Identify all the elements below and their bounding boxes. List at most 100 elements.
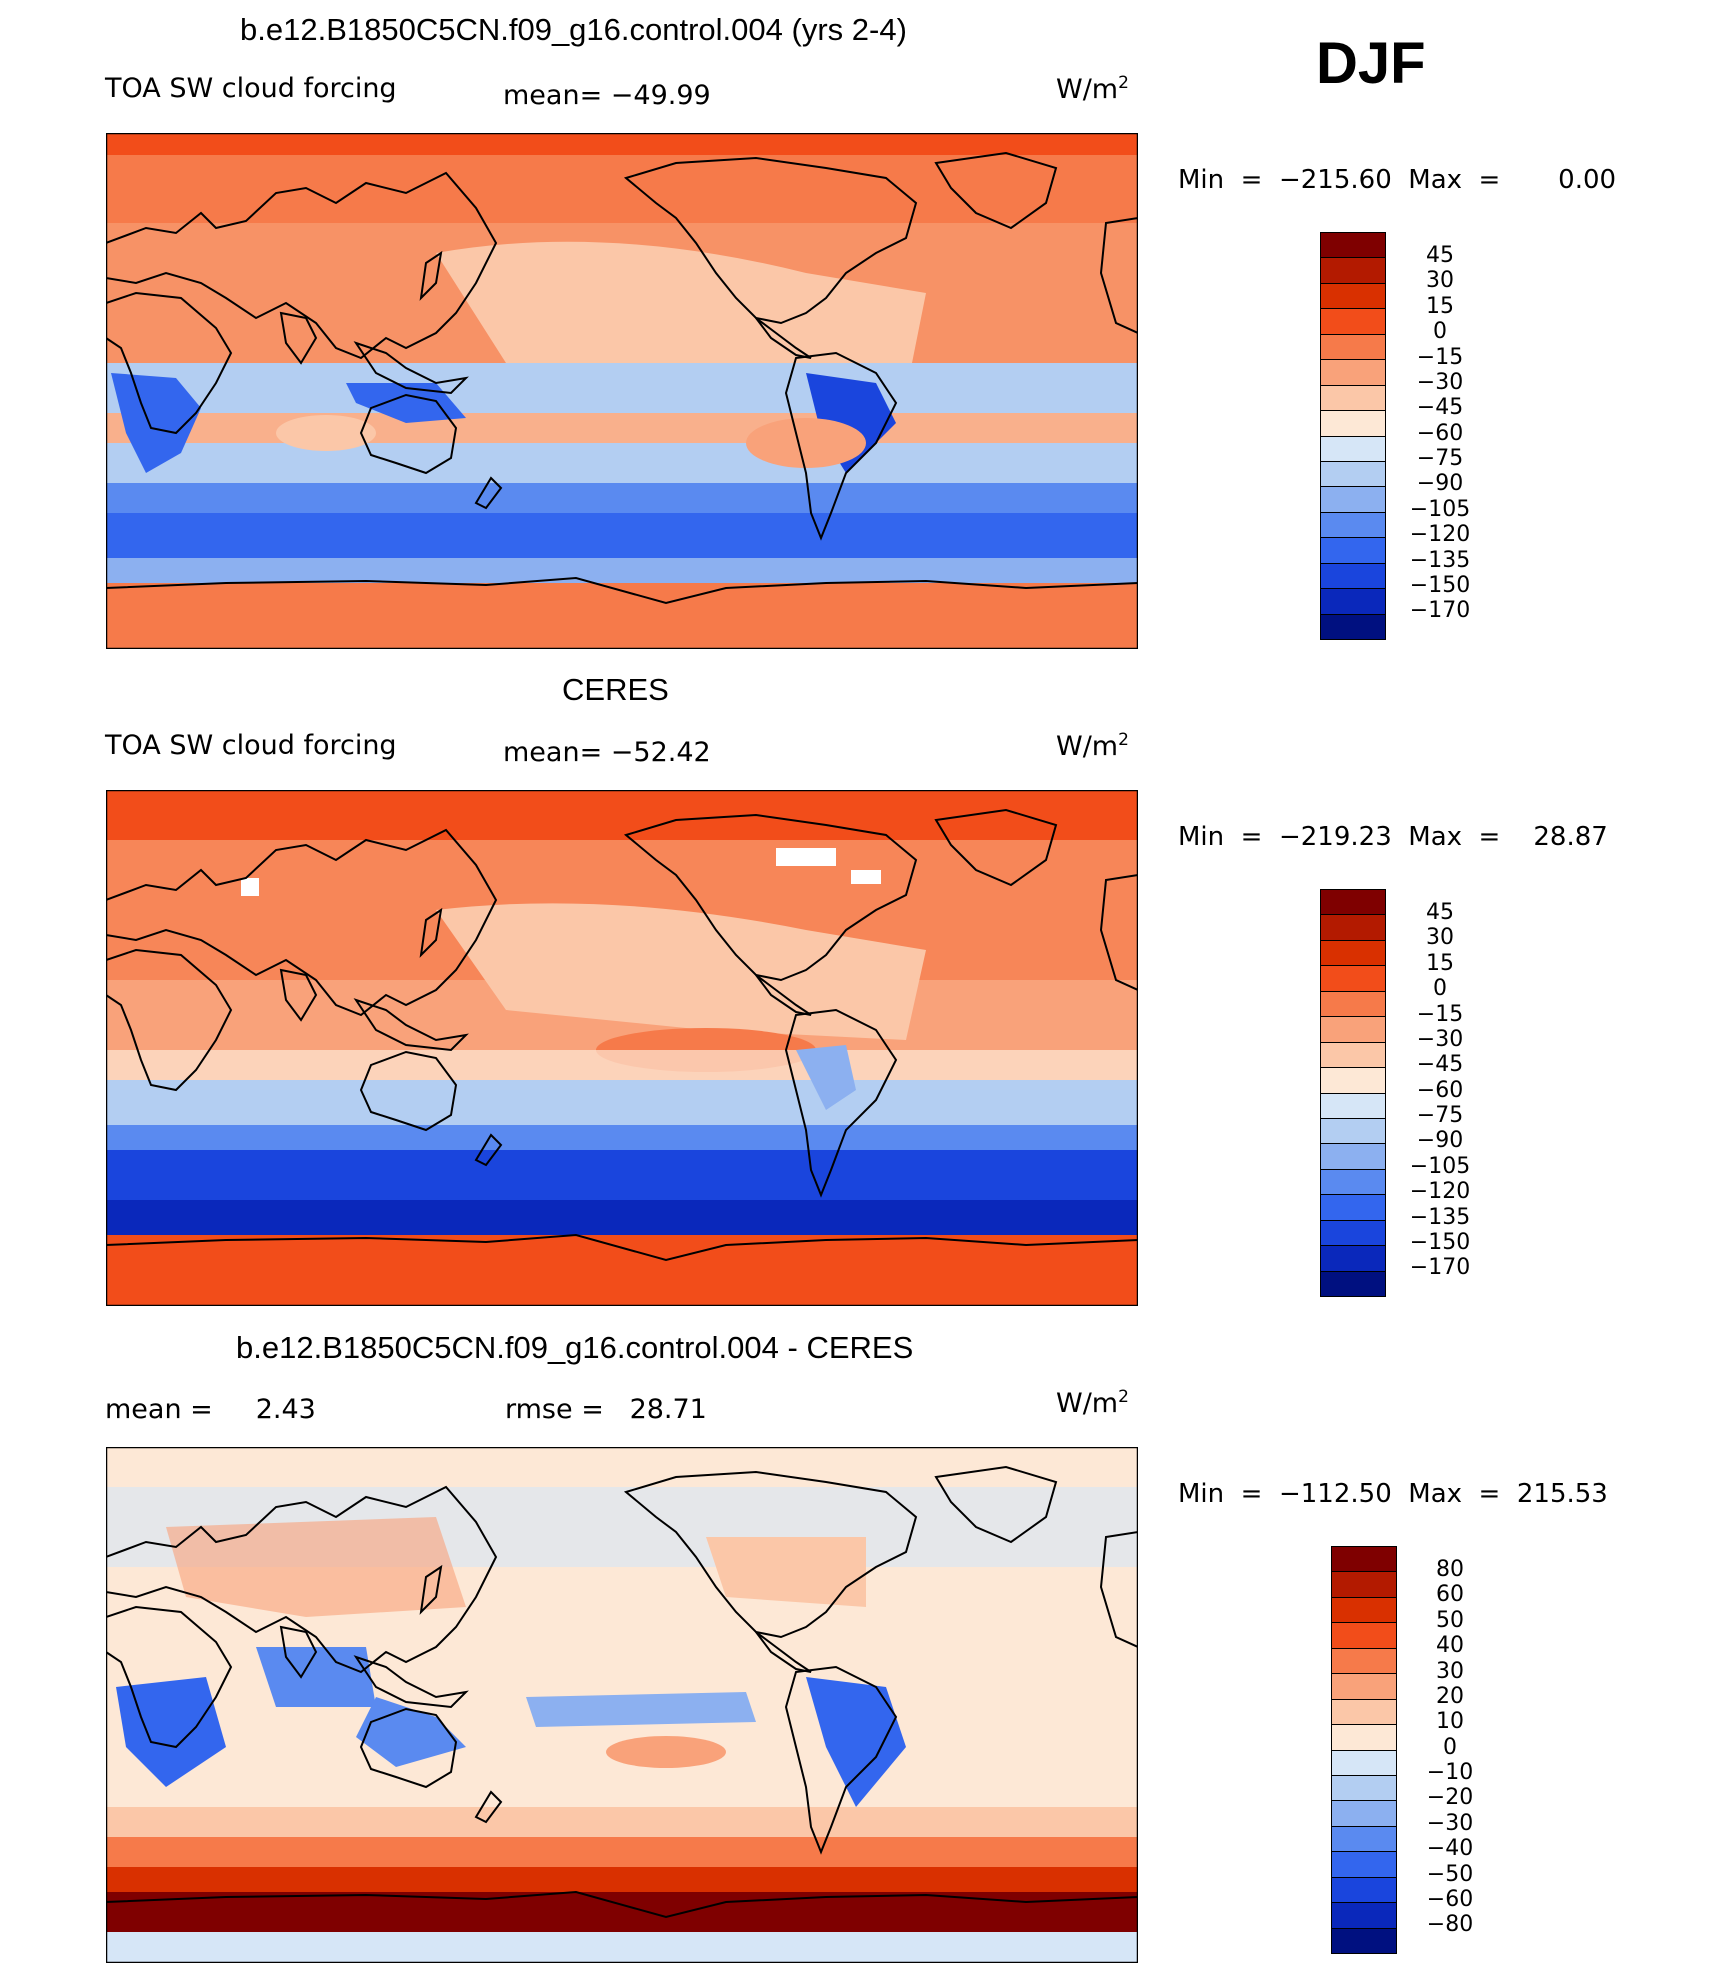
colorbar-tick-label: 50 xyxy=(1436,1607,1464,1633)
colorbar-tick-label: −75 xyxy=(1416,446,1464,471)
colorbar-tick-label: 30 xyxy=(1436,1658,1464,1684)
colorbar-segment xyxy=(1332,1826,1396,1853)
colorbar-segment xyxy=(1321,1068,1385,1094)
colorbar-tick-label: −10 xyxy=(1426,1760,1474,1785)
colorbar-segment xyxy=(1321,538,1385,564)
colorbar-tick-label: −150 xyxy=(1409,572,1471,598)
colorbar-tick-label: −90 xyxy=(1416,471,1464,497)
colorbar-segment xyxy=(1332,1547,1396,1573)
colorbar-segment xyxy=(1321,334,1385,361)
panel-1-mean-prefix: mean= xyxy=(503,80,603,111)
panel-1-mean-value: −49.99 xyxy=(610,80,711,111)
colorbar-segment xyxy=(1321,890,1385,916)
colorbar-tick-label: 80 xyxy=(1436,1557,1464,1582)
colorbar-segment xyxy=(1332,1928,1396,1953)
colorbar-tick-label: 0 xyxy=(1433,976,1447,1002)
season-label: DJF xyxy=(1316,31,1426,96)
colorbar-segment xyxy=(1332,1801,1396,1827)
colorbar-tick-label: −60 xyxy=(1416,420,1464,446)
colorbar-segment xyxy=(1321,1169,1385,1196)
colorbar-tick-label: 10 xyxy=(1436,1709,1464,1735)
colorbar-tick-label: −20 xyxy=(1426,1785,1474,1811)
colorbar-tick-label: 0 xyxy=(1443,1734,1457,1760)
colorbar-tick-label: −15 xyxy=(1416,1001,1464,1027)
panel-1-minmax: Min = −215.60 Max = 0.00 xyxy=(1178,165,1617,195)
colorbar-segment xyxy=(1321,258,1385,284)
colorbar-tick-label: −60 xyxy=(1416,1077,1464,1103)
colorbar-tick-label: −120 xyxy=(1409,522,1471,548)
panel-2-units: W/m2 xyxy=(1056,730,1129,762)
colorbar-tick-label: 40 xyxy=(1436,1633,1464,1659)
colorbar-segment xyxy=(1321,563,1385,590)
panel-3-units: W/m2 xyxy=(1056,1387,1129,1419)
colorbar-tick-label: −90 xyxy=(1416,1128,1464,1154)
colorbar-segment xyxy=(1321,436,1385,462)
panel-2-map xyxy=(106,790,1138,1306)
colorbar-segment xyxy=(1321,360,1385,386)
colorbar-segment xyxy=(1332,1674,1396,1700)
colorbar-tick-label: −45 xyxy=(1416,1052,1464,1078)
colorbar-segment xyxy=(1321,1195,1385,1221)
panel-1-colorbar xyxy=(1320,232,1386,640)
colorbar-tick-label: −105 xyxy=(1409,1153,1471,1179)
colorbar-segment xyxy=(1321,411,1385,437)
colorbar-tick-label: −30 xyxy=(1416,1026,1464,1052)
colorbar-tick-label: −40 xyxy=(1426,1836,1474,1862)
panel-1-title: b.e12.B1850C5CN.f09_g16.control.004 (yrs… xyxy=(240,12,907,47)
colorbar-segment xyxy=(1321,487,1385,513)
panel-3-rmse-label: rmse = 28.71 xyxy=(505,1394,707,1425)
colorbar-segment xyxy=(1321,1118,1385,1145)
colorbar-segment xyxy=(1321,966,1385,992)
colorbar-segment xyxy=(1332,1597,1396,1624)
panel-1-units: W/m2 xyxy=(1056,73,1129,105)
colorbar-segment xyxy=(1332,1750,1396,1776)
panel-2-mean-prefix: mean= xyxy=(503,737,603,768)
panel-2-title: CERES xyxy=(562,672,669,707)
colorbar-tick-label: 60 xyxy=(1436,1582,1464,1608)
colorbar-segment xyxy=(1332,1725,1396,1751)
colorbar-tick-label: −170 xyxy=(1409,1255,1471,1281)
colorbar-segment xyxy=(1321,283,1385,310)
colorbar-tick-label: −105 xyxy=(1409,496,1471,522)
colorbar-tick-label: −15 xyxy=(1416,344,1464,370)
colorbar-tick-label: −60 xyxy=(1426,1886,1474,1912)
colorbar-segment xyxy=(1332,1903,1396,1929)
panel-3-title: b.e12.B1850C5CN.f09_g16.control.004 - CE… xyxy=(236,1330,914,1365)
panel-3-colorbar xyxy=(1331,1546,1397,1954)
panel-2-mean-value: −52.42 xyxy=(610,737,711,768)
colorbar-segment xyxy=(1332,1648,1396,1675)
panel-1-variable-label: TOA SW cloud forcing xyxy=(105,73,397,104)
colorbar-segment xyxy=(1332,1623,1396,1649)
colorbar-segment xyxy=(1332,1775,1396,1802)
colorbar-tick-label: −135 xyxy=(1409,547,1471,573)
colorbar-segment xyxy=(1321,589,1385,615)
colorbar-segment xyxy=(1321,915,1385,941)
colorbar-segment xyxy=(1321,614,1385,639)
colorbar-segment xyxy=(1321,385,1385,412)
colorbar-segment xyxy=(1321,233,1385,259)
colorbar-tick-label: 0 xyxy=(1433,319,1447,345)
colorbar-tick-label: −135 xyxy=(1409,1204,1471,1230)
colorbar-segment xyxy=(1321,1246,1385,1272)
colorbar-segment xyxy=(1321,309,1385,335)
colorbar-tick-label: −150 xyxy=(1409,1229,1471,1255)
colorbar-segment xyxy=(1332,1852,1396,1878)
colorbar-tick-label: 15 xyxy=(1426,950,1454,976)
panel-3-mean-label: mean = 2.43 xyxy=(105,1394,316,1425)
colorbar-tick-label: −30 xyxy=(1416,369,1464,395)
colorbar-segment xyxy=(1321,461,1385,488)
panel-2-minmax: Min = −219.23 Max = 28.87 xyxy=(1178,822,1608,852)
colorbar-tick-label: −80 xyxy=(1426,1912,1474,1938)
colorbar-tick-label: −75 xyxy=(1416,1103,1464,1128)
colorbar-tick-label: 30 xyxy=(1426,268,1454,294)
colorbar-tick-label: −50 xyxy=(1426,1861,1474,1887)
colorbar-segment xyxy=(1321,1093,1385,1119)
colorbar-segment xyxy=(1332,1572,1396,1598)
colorbar-tick-label: −170 xyxy=(1409,598,1471,624)
colorbar-tick-label: 45 xyxy=(1426,243,1454,268)
panel-3-minmax: Min = −112.50 Max = 215.53 xyxy=(1178,1479,1608,1509)
colorbar-tick-label: 45 xyxy=(1426,900,1454,925)
panel-2-variable-label: TOA SW cloud forcing xyxy=(105,730,397,761)
colorbar-segment xyxy=(1332,1699,1396,1726)
colorbar-tick-label: −120 xyxy=(1409,1179,1471,1205)
